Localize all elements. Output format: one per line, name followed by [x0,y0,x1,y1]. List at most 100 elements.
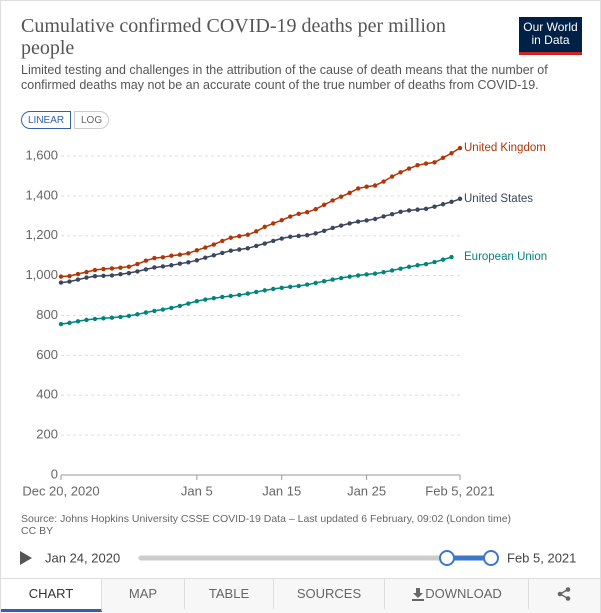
data-point [220,294,225,300]
data-point [58,321,64,327]
data-point [186,251,191,256]
data-point [109,273,115,278]
data-point [406,264,412,270]
x-tick-label: Dec 20, 2020 [22,483,99,498]
data-point [347,274,352,279]
data-point [152,308,157,314]
download-icon [412,588,424,601]
subtitle: Limited testing and challenges in the at… [21,63,548,92]
logo[interactable]: Our World in Data [519,17,582,55]
log-toggle[interactable]: LOG [74,111,110,129]
data-point [92,267,98,273]
data-point [58,274,64,279]
data-point [118,314,123,320]
data-point [92,274,98,279]
data-point [364,272,369,277]
data-point [338,194,344,199]
data-point [304,210,310,215]
data-point [389,212,395,217]
data-point [126,264,132,269]
data-point [135,269,140,274]
data-point [152,255,157,261]
data-point [262,224,267,229]
data-point [406,166,412,171]
timeline-handle[interactable] [439,550,455,566]
data-point [220,250,225,256]
data-point [211,242,217,247]
data-point [313,231,318,236]
data-point [440,202,446,207]
data-point [58,280,64,285]
data-point [169,253,174,258]
x-tick-label: Jan 25 [347,483,386,498]
data-point [288,284,293,289]
data-point [67,279,72,284]
source: Source: Johns Hopkins University CSSE CO… [21,513,581,537]
data-point [211,253,217,258]
data-point [109,315,115,320]
series-label: United Kingdom [464,142,546,154]
tab[interactable]: MAP [102,579,185,609]
data-point [338,275,344,281]
tab[interactable]: CHART [1,579,102,612]
data-point [313,207,318,212]
data-point [304,282,310,287]
data-point [245,232,250,237]
data-point [177,303,183,309]
x-tick-label: Feb 5, 2021 [425,483,494,498]
data-point [398,170,403,175]
data-point [186,260,191,265]
data-point [321,228,327,233]
data-point [296,283,301,289]
data-point [432,160,437,165]
data-point [415,263,420,268]
tab[interactable]: TABLE [185,579,274,609]
x-tick-label: Jan 5 [181,483,213,498]
data-point [194,248,200,253]
linear-toggle[interactable]: LINEAR [21,111,72,129]
data-point [228,235,233,240]
data-point [84,317,89,323]
tab[interactable]: DOWNLOAD [385,579,529,609]
data-point [203,297,208,302]
data-point [177,252,183,257]
timeline-start: Jan 24, 2020 [45,550,120,565]
data-point [160,307,166,312]
data-point [381,179,386,184]
play-button[interactable] [20,551,32,565]
data-point [160,264,166,269]
y-tick-label: 1,200 [25,227,58,242]
data-point [109,266,115,271]
data-point [211,295,217,301]
data-point [228,248,233,253]
data-point [271,221,276,226]
logo-line: Our World [523,20,578,34]
data-point [203,245,208,250]
data-point [237,292,242,298]
data-point [245,291,250,296]
data-point [330,225,335,231]
timeline-handle[interactable] [483,550,499,566]
data-point [237,247,242,252]
data-point [245,246,250,251]
share-icon[interactable] [557,587,571,601]
data-point [423,206,429,212]
data-point [169,263,174,268]
data-point [288,214,293,219]
data-point [237,233,242,239]
data-point [194,258,200,263]
y-tick-label: 600 [36,347,58,362]
tab[interactable]: SOURCES [274,579,385,609]
data-point [67,273,72,279]
data-point [75,271,81,277]
data-point [279,285,284,290]
data-point [262,241,267,246]
data-point [296,211,301,217]
data-point [169,305,174,311]
data-point [67,320,72,326]
data-point [84,269,89,275]
y-tick-label: 200 [36,427,58,442]
data-point [296,233,301,239]
series-label: United States [464,193,533,205]
